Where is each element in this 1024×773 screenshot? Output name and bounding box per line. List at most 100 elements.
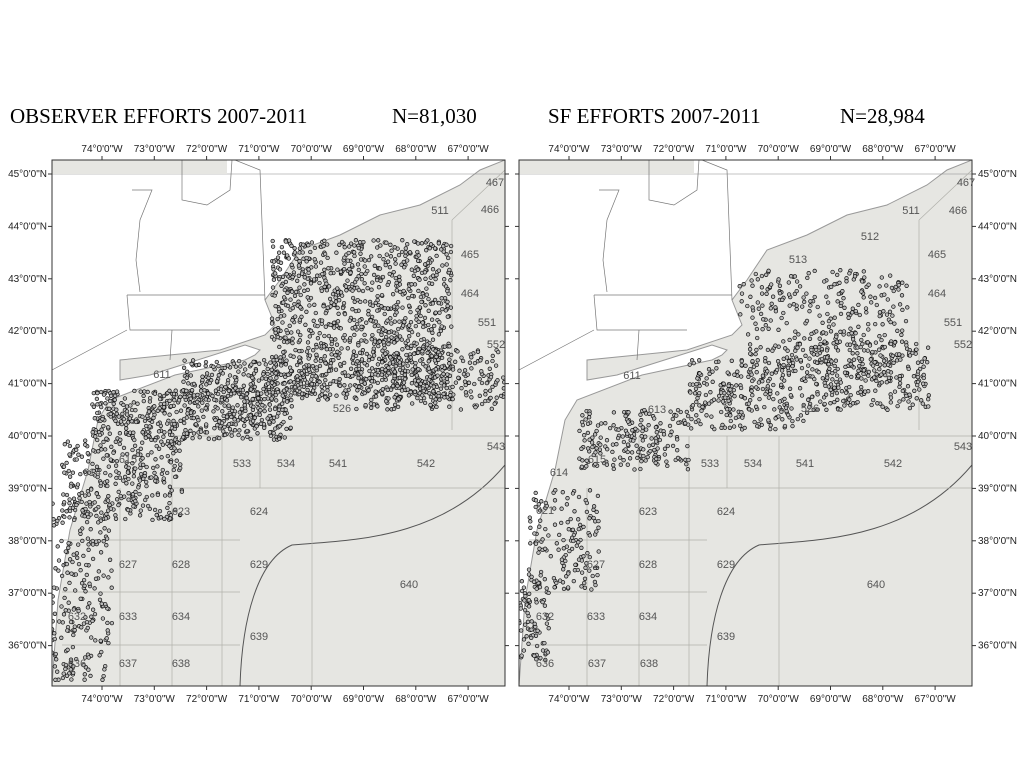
effort-point bbox=[786, 280, 791, 285]
effort-point bbox=[267, 407, 273, 412]
effort-point bbox=[310, 363, 315, 369]
effort-point bbox=[572, 509, 577, 514]
effort-point bbox=[437, 352, 443, 357]
effort-point bbox=[570, 527, 576, 532]
effort-point bbox=[61, 492, 66, 497]
effort-point bbox=[248, 387, 254, 392]
effort-point bbox=[345, 278, 350, 283]
effort-point bbox=[423, 379, 428, 384]
effort-point bbox=[881, 358, 887, 363]
effort-point bbox=[124, 481, 129, 486]
effort-point bbox=[63, 587, 68, 592]
effort-point bbox=[232, 428, 238, 433]
effort-point bbox=[469, 366, 474, 371]
effort-point bbox=[409, 343, 414, 348]
effort-point bbox=[882, 332, 887, 338]
effort-point bbox=[696, 418, 701, 423]
effort-point bbox=[838, 329, 843, 334]
effort-point bbox=[444, 376, 450, 381]
effort-point bbox=[289, 243, 294, 248]
effort-point bbox=[686, 457, 691, 463]
effort-point bbox=[317, 331, 322, 336]
effort-point bbox=[412, 239, 417, 244]
effort-point bbox=[378, 278, 383, 283]
longitude-label: 68°0'0"W bbox=[395, 694, 437, 705]
effort-point bbox=[611, 463, 616, 468]
effort-point bbox=[835, 299, 840, 304]
effort-point bbox=[414, 382, 419, 387]
effort-point bbox=[292, 246, 297, 251]
effort-point bbox=[874, 378, 879, 384]
effort-point bbox=[753, 351, 758, 357]
effort-point bbox=[173, 474, 178, 480]
effort-point bbox=[274, 357, 279, 363]
effort-point bbox=[888, 319, 893, 325]
effort-point bbox=[914, 347, 919, 352]
effort-point bbox=[61, 464, 67, 469]
effort-point bbox=[174, 458, 179, 463]
effort-point bbox=[95, 390, 100, 396]
effort-point bbox=[598, 442, 603, 447]
effort-point bbox=[697, 390, 702, 396]
effort-point bbox=[67, 452, 72, 457]
effort-point bbox=[585, 421, 591, 426]
effort-point bbox=[335, 267, 340, 272]
effort-point bbox=[420, 320, 425, 325]
effort-point bbox=[552, 522, 558, 527]
effort-point bbox=[271, 419, 276, 424]
effort-point bbox=[145, 503, 151, 509]
effort-point bbox=[199, 408, 204, 413]
effort-point bbox=[356, 363, 362, 369]
effort-point bbox=[156, 446, 162, 451]
effort-point bbox=[700, 404, 705, 410]
effort-point bbox=[155, 421, 161, 427]
effort-point bbox=[261, 371, 266, 377]
effort-point bbox=[343, 395, 349, 400]
longitude-label: 68°0'0"W bbox=[395, 144, 437, 155]
effort-point bbox=[915, 374, 920, 380]
effort-point bbox=[203, 397, 208, 402]
effort-point bbox=[872, 368, 877, 373]
effort-point bbox=[375, 293, 380, 299]
effort-point bbox=[224, 414, 230, 419]
effort-point bbox=[748, 366, 753, 372]
effort-point bbox=[343, 388, 348, 393]
effort-point bbox=[416, 288, 421, 294]
effort-point bbox=[737, 284, 742, 289]
effort-point bbox=[424, 286, 429, 291]
effort-point bbox=[149, 450, 154, 455]
effort-point bbox=[319, 392, 324, 397]
effort-point bbox=[321, 304, 326, 309]
effort-point bbox=[74, 457, 79, 462]
effort-point bbox=[490, 384, 495, 390]
effort-point bbox=[67, 443, 73, 449]
effort-point bbox=[847, 342, 853, 347]
effort-point bbox=[731, 424, 737, 429]
longitude-label: 69°0'0"W bbox=[810, 694, 852, 705]
effort-point bbox=[406, 393, 412, 398]
effort-point bbox=[771, 382, 776, 388]
effort-point bbox=[390, 292, 396, 297]
effort-point bbox=[865, 340, 870, 345]
effort-point bbox=[366, 312, 371, 317]
effort-point bbox=[240, 436, 245, 441]
effort-point bbox=[65, 439, 71, 444]
effort-point bbox=[281, 300, 286, 305]
effort-point bbox=[300, 250, 305, 255]
effort-point bbox=[221, 389, 226, 395]
effort-point bbox=[568, 516, 573, 522]
effort-point bbox=[167, 501, 172, 506]
area-label: 613 bbox=[648, 404, 666, 416]
effort-point bbox=[880, 322, 885, 327]
effort-point bbox=[394, 288, 399, 293]
effort-point bbox=[291, 354, 296, 359]
effort-point bbox=[103, 516, 109, 521]
effort-point bbox=[519, 628, 524, 633]
effort-point bbox=[395, 404, 401, 410]
effort-point bbox=[97, 467, 102, 473]
effort-point bbox=[98, 530, 103, 535]
effort-point bbox=[373, 319, 379, 324]
effort-point bbox=[146, 409, 152, 414]
effort-point bbox=[90, 461, 95, 467]
effort-point bbox=[376, 328, 381, 334]
